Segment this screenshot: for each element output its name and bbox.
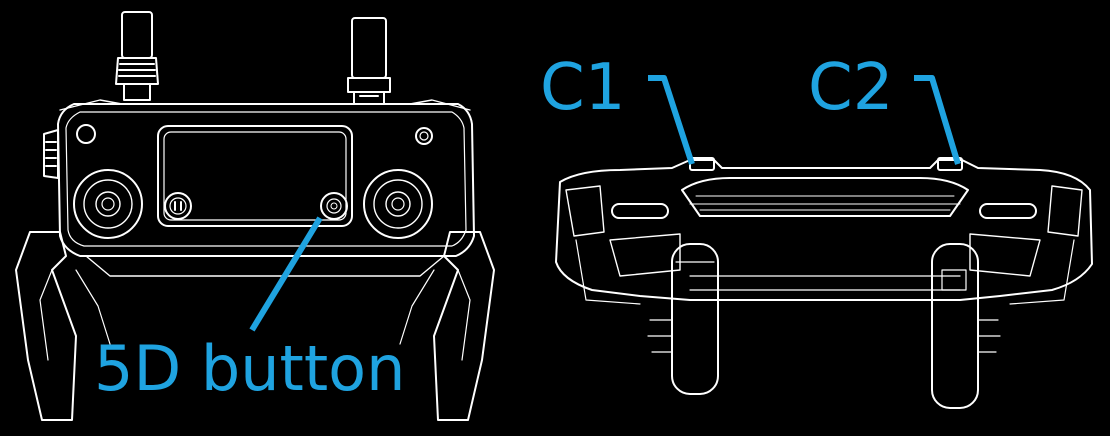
return-home-button xyxy=(415,127,433,145)
5d-leader-line xyxy=(249,216,323,332)
5d-button xyxy=(320,192,348,220)
callout-lines xyxy=(249,75,961,332)
speaker-grille xyxy=(681,177,969,217)
right-control-stick xyxy=(363,169,433,239)
controller-front-view xyxy=(15,11,495,421)
c2-leader-line xyxy=(914,75,961,165)
power-button xyxy=(76,124,96,144)
left-antenna xyxy=(115,11,159,101)
c1-leader-line xyxy=(648,75,695,165)
right-indicator xyxy=(979,203,1037,219)
c2-button xyxy=(937,157,963,171)
right-antenna xyxy=(347,17,391,105)
lcd-screen xyxy=(157,125,353,227)
top-left-stick xyxy=(647,243,719,395)
pause-button xyxy=(164,192,192,220)
right-grip xyxy=(399,231,495,421)
controller-top-view xyxy=(555,157,1093,409)
controller-body xyxy=(43,99,475,257)
left-indicator xyxy=(611,203,669,219)
left-grip xyxy=(15,231,111,421)
left-control-stick xyxy=(73,169,143,239)
c2-label: C2 xyxy=(808,51,894,125)
c1-label: C1 xyxy=(540,51,626,125)
top-right-stick xyxy=(931,243,1001,409)
5d-button-label: 5D button xyxy=(94,332,406,405)
